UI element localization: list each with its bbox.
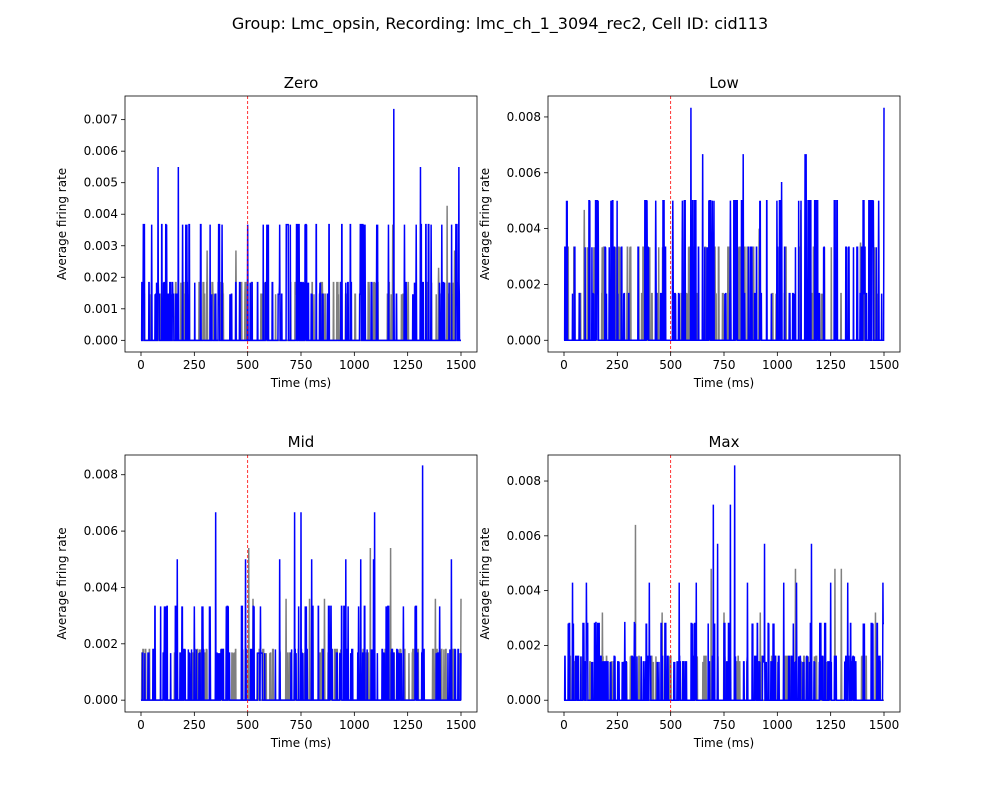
series-line-main (141, 465, 462, 701)
x-tick-label: 1500 (446, 718, 477, 732)
y-tick-label: 0.000 (84, 333, 118, 347)
plot-series-group (563, 465, 884, 701)
subplot-title: Zero (284, 74, 319, 92)
y-tick-label: 0.008 (84, 468, 118, 482)
y-tick-label: 0.001 (84, 302, 118, 316)
y-axis-label: Average firing rate (55, 168, 69, 280)
x-tick-label: 500 (659, 718, 682, 732)
subplot-title: Max (708, 433, 739, 451)
x-tick-label: 250 (606, 358, 629, 372)
x-axis-label: Time (ms) (693, 736, 755, 750)
y-axis-label: Average firing rate (478, 527, 492, 639)
x-tick-label: 0 (560, 718, 568, 732)
y-tick-label: 0.004 (84, 207, 118, 221)
plot-series-group (140, 465, 462, 701)
y-tick-label: 0.002 (84, 270, 118, 284)
x-tick-label: 1000 (762, 358, 793, 372)
subplot-low: 0 250 500 750 1000 1250 1500 0.000 0.002 0.004 0.0… (478, 74, 901, 390)
x-tick-label: 0 (137, 718, 145, 732)
series-line-main (140, 108, 461, 342)
x-tick-label: 0 (560, 358, 568, 372)
figure-suptitle: Group: Lmc_opsin, Recording: lmc_ch_1_30… (232, 14, 768, 34)
x-tick-label: 500 (236, 718, 259, 732)
series-line-main (563, 465, 884, 701)
x-axis-label: Time (ms) (693, 376, 755, 390)
subplot-zero: 0 250 500 750 1000 1250 1500 0.000 0.001 0.002 0.0… (55, 74, 478, 390)
x-tick-label: 750 (713, 718, 736, 732)
y-tick-label: 0.005 (84, 176, 118, 190)
x-tick-label: 1500 (446, 358, 477, 372)
subplot-title: Mid (288, 433, 315, 451)
x-tick-label: 1250 (815, 718, 846, 732)
y-tick-label: 0.006 (507, 166, 541, 180)
y-tick-label: 0.003 (84, 239, 118, 253)
subplot-title: Low (709, 74, 739, 92)
y-tick-label: 0.000 (507, 333, 541, 347)
y-tick-label: 0.006 (84, 144, 118, 158)
subplot-mid: 0 250 500 750 1000 1250 1500 0.000 0.002 0.004 0.0… (55, 433, 478, 750)
y-tick-label: 0.007 (84, 113, 118, 127)
x-tick-label: 1000 (762, 718, 793, 732)
subplot-max: 0 250 500 750 1000 1250 1500 0.000 0.002 0.004 0.0… (478, 433, 901, 750)
x-tick-label: 750 (290, 358, 313, 372)
x-tick-label: 500 (236, 358, 259, 372)
x-tick-label: 0 (137, 358, 145, 372)
x-axis-label: Time (ms) (270, 376, 332, 390)
x-tick-label: 1500 (869, 718, 900, 732)
y-tick-label: 0.006 (84, 524, 118, 538)
y-tick-label: 0.000 (507, 693, 541, 707)
x-axis-label: Time (ms) (270, 736, 332, 750)
y-tick-label: 0.004 (507, 222, 541, 236)
x-tick-label: 1250 (815, 358, 846, 372)
plot-series-group (140, 108, 461, 342)
y-tick-label: 0.004 (507, 584, 541, 598)
x-tick-label: 250 (183, 718, 206, 732)
x-tick-label: 1250 (392, 358, 423, 372)
x-tick-label: 1250 (392, 718, 423, 732)
y-tick-label: 0.002 (507, 638, 541, 652)
x-tick-label: 1500 (869, 358, 900, 372)
x-tick-label: 1000 (339, 718, 370, 732)
y-axis-label: Average firing rate (55, 527, 69, 639)
series-line-main (563, 107, 885, 342)
x-tick-label: 750 (713, 358, 736, 372)
y-tick-label: 0.008 (507, 110, 541, 124)
y-tick-label: 0.004 (84, 580, 118, 594)
y-tick-label: 0.000 (84, 693, 118, 707)
y-tick-label: 0.006 (507, 529, 541, 543)
y-tick-label: 0.002 (84, 637, 118, 651)
subplot-grid: 0 250 500 750 1000 1250 1500 0.000 0.001 0.002 0.0… (55, 74, 901, 750)
y-axis-label: Average firing rate (478, 168, 492, 280)
x-tick-label: 750 (290, 718, 313, 732)
x-tick-label: 250 (606, 718, 629, 732)
x-tick-label: 1000 (339, 358, 370, 372)
plot-series-group (563, 107, 885, 342)
x-tick-label: 250 (183, 358, 206, 372)
y-tick-label: 0.008 (507, 474, 541, 488)
y-tick-label: 0.002 (507, 277, 541, 291)
x-tick-label: 500 (659, 358, 682, 372)
